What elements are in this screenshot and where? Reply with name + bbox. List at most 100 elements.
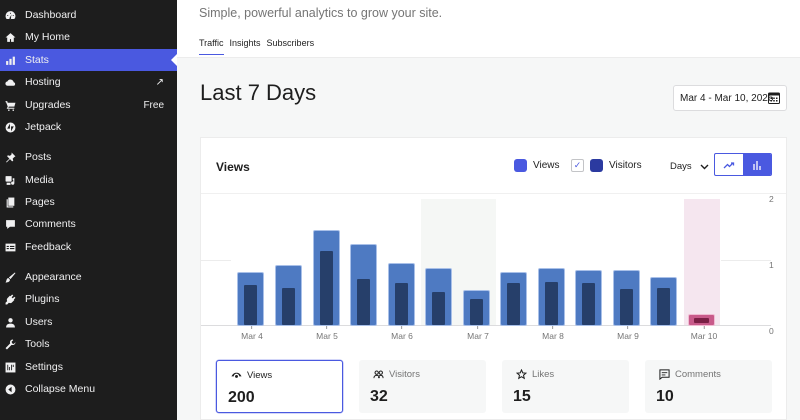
stats-header: Simple, powerful analytics to grow your …	[177, 0, 800, 58]
period-select[interactable]: Days	[670, 161, 709, 172]
stat-tile-likes[interactable]: Likes 15	[502, 360, 629, 413]
sidebar-item-hosting[interactable]: Hosting ↗	[0, 71, 177, 93]
sidebar-item-label: Users	[25, 316, 53, 328]
stat-tile-views[interactable]: Views 200	[216, 360, 343, 413]
sidebar-item-label: Tools	[25, 338, 50, 350]
tab-subscribers[interactable]: Subscribers	[266, 38, 315, 48]
legend-visitors-label: Visitors	[609, 160, 642, 171]
sidebar-item-users[interactable]: Users	[0, 311, 177, 333]
sidebar-item-label: Plugins	[25, 293, 60, 305]
dashboard-icon	[4, 9, 16, 21]
sidebar-item-settings[interactable]: Settings	[0, 356, 177, 378]
x-tick-label: Mar 5	[316, 326, 338, 341]
free-badge: Free	[143, 99, 164, 111]
settings-icon	[4, 361, 16, 373]
page-subtitle: Simple, powerful analytics to grow your …	[199, 6, 443, 20]
admin-sidebar: Dashboard My Home Stats Hosting ↗ Upgrad…	[0, 0, 177, 420]
line-chart-button[interactable]	[715, 154, 743, 175]
sidebar-item-label: Feedback	[25, 241, 72, 253]
x-tick-label: Mar 4	[241, 326, 263, 341]
stat-value: 15	[513, 388, 531, 405]
legend-visitors[interactable]: ✓ Visitors	[571, 159, 642, 172]
date-range-picker[interactable]: Mar 4 - Mar 10, 2026	[673, 85, 787, 111]
x-tick-label: Mar 8	[542, 326, 564, 341]
sidebar-item-plugins[interactable]: Plugins	[0, 288, 177, 310]
collapse-menu-button[interactable]: Collapse Menu	[0, 378, 177, 400]
sidebar-item-stats[interactable]: Stats	[0, 49, 177, 71]
sidebar-item-label: Settings	[25, 361, 63, 373]
sidebar-item-media[interactable]: Media	[0, 169, 177, 191]
stat-label: Likes	[516, 369, 554, 380]
visitors-bar[interactable]	[320, 251, 333, 325]
y-tick-1: 1	[769, 260, 774, 270]
sidebar-item-dashboard[interactable]: Dashboard	[0, 4, 177, 26]
visitors-bar[interactable]	[582, 283, 595, 325]
legend-views-label: Views	[533, 160, 560, 171]
date-range-label: Mar 4 - Mar 10, 2026	[680, 92, 774, 104]
sidebar-item-posts[interactable]: Posts	[0, 146, 177, 168]
stat-label: Visitors	[373, 369, 420, 380]
stat-label: Comments	[659, 369, 721, 380]
x-tick-label: Mar 7	[467, 326, 489, 341]
chevron-down-icon	[700, 164, 709, 169]
trend-line-icon	[723, 161, 735, 168]
visitors-bar[interactable]	[657, 288, 670, 325]
stat-tile-comments[interactable]: Comments 10	[645, 360, 772, 413]
stat-value: 10	[656, 388, 674, 405]
visitors-bar[interactable]	[545, 282, 558, 325]
y-tick-0: 0	[769, 326, 774, 336]
tab-insights[interactable]: Insights	[229, 38, 261, 48]
gridline-1	[201, 260, 231, 261]
visitors-bar[interactable]	[244, 285, 257, 325]
sidebar-item-label: Dashboard	[25, 9, 77, 21]
today-visitors-bar[interactable]	[694, 318, 709, 323]
today-highlight	[684, 199, 720, 325]
tab-traffic[interactable]: Traffic	[199, 38, 224, 55]
sidebar-item-feedback[interactable]: Feedback	[0, 236, 177, 258]
visitors-bar[interactable]	[395, 283, 408, 325]
visitors-bar[interactable]	[432, 292, 445, 325]
sidebar-item-my-home[interactable]: My Home	[0, 26, 177, 48]
sidebar-item-label: Collapse Menu	[25, 383, 96, 395]
stats-icon	[4, 54, 16, 66]
external-link-icon: ↗	[155, 76, 164, 88]
sidebar-item-upgrades[interactable]: Upgrades Free	[0, 94, 177, 116]
visitors-bar[interactable]	[282, 288, 295, 325]
eye-icon	[231, 372, 242, 378]
stat-label-text: Likes	[532, 369, 555, 380]
cloud-icon	[4, 76, 16, 88]
stat-label-text: Comments	[675, 369, 721, 380]
bar-chart-button[interactable]	[743, 154, 771, 175]
y-tick-2: 2	[769, 194, 774, 204]
visitors-checkbox[interactable]: ✓	[571, 159, 584, 172]
views-swatch	[514, 159, 527, 172]
visitors-bar[interactable]	[620, 289, 633, 325]
cart-icon	[4, 99, 16, 111]
stat-label-text: Visitors	[389, 369, 420, 380]
calendar-icon	[768, 92, 780, 104]
stat-label: Views	[231, 370, 272, 381]
brush-icon	[4, 271, 16, 283]
sidebar-item-tools[interactable]: Tools	[0, 333, 177, 355]
pages-icon	[4, 196, 16, 208]
sidebar-item-label: Posts	[25, 151, 52, 163]
comment-icon	[659, 369, 670, 380]
sidebar-item-label: Media	[25, 174, 54, 186]
stat-tile-visitors[interactable]: Visitors 32	[359, 360, 486, 413]
sidebar-item-pages[interactable]: Pages	[0, 191, 177, 213]
visitors-bar[interactable]	[470, 299, 483, 325]
visitors-bar[interactable]	[357, 279, 370, 325]
x-tick-label: Mar 10	[691, 326, 717, 341]
visitors-bar[interactable]	[507, 283, 520, 325]
visitors-swatch	[590, 159, 603, 172]
people-icon	[373, 370, 384, 379]
collapse-icon	[4, 383, 16, 395]
page-title: Last 7 Days	[200, 80, 317, 105]
user-icon	[4, 316, 16, 328]
legend-views: Views	[514, 159, 560, 172]
pin-icon	[4, 151, 16, 163]
plugin-icon	[4, 293, 16, 305]
sidebar-item-jetpack[interactable]: Jetpack	[0, 116, 177, 138]
sidebar-item-comments[interactable]: Comments	[0, 213, 177, 235]
sidebar-item-appearance[interactable]: Appearance	[0, 266, 177, 288]
